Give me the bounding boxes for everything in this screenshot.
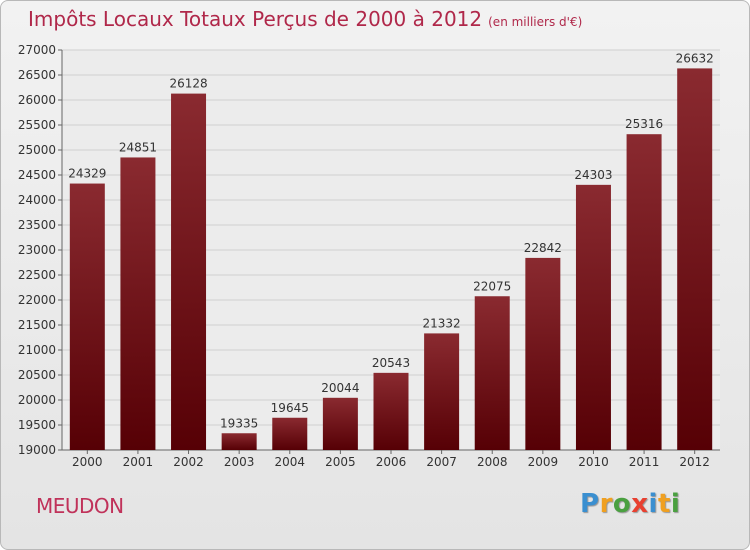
logo-letter: t bbox=[657, 489, 671, 519]
chart-title-text: Impôts Locaux Totaux Perçus de 2000 à 20… bbox=[28, 7, 483, 31]
city-name: MEUDON bbox=[36, 494, 124, 518]
y-tick-label: 26500 bbox=[18, 68, 56, 82]
bar-value-label: 26632 bbox=[676, 51, 714, 65]
bar bbox=[677, 68, 713, 451]
logo-letter: P bbox=[580, 489, 600, 519]
y-tick-label: 19000 bbox=[18, 443, 56, 457]
bar-value-label: 20044 bbox=[321, 381, 359, 395]
y-tick-label: 25500 bbox=[18, 118, 56, 132]
y-tick-label: 27000 bbox=[18, 43, 56, 57]
bar bbox=[525, 257, 561, 450]
bar-value-label: 21332 bbox=[423, 316, 461, 330]
y-tick-label: 23500 bbox=[18, 218, 56, 232]
y-tick-label: 24000 bbox=[18, 193, 56, 207]
y-tick-label: 19500 bbox=[18, 418, 56, 432]
y-tick-label: 22500 bbox=[18, 268, 56, 282]
chart-title: Impôts Locaux Totaux Perçus de 2000 à 20… bbox=[28, 7, 582, 31]
y-tick-label: 20000 bbox=[18, 393, 56, 407]
bar bbox=[575, 184, 611, 450]
x-tick-label: 2000 bbox=[72, 455, 103, 469]
bar bbox=[221, 433, 257, 450]
bar bbox=[171, 93, 207, 450]
y-tick-label: 23000 bbox=[18, 243, 56, 257]
x-tick-label: 2005 bbox=[325, 455, 356, 469]
x-tick-label: 2008 bbox=[477, 455, 508, 469]
unit-note: (en milliers d'€) bbox=[488, 15, 583, 29]
x-tick-label: 2009 bbox=[528, 455, 559, 469]
x-tick-label: 2001 bbox=[123, 455, 154, 469]
proxiti-logo[interactable]: Proxiti bbox=[580, 489, 680, 519]
bar-value-label: 24329 bbox=[68, 167, 106, 181]
bar-value-label: 24851 bbox=[119, 140, 157, 154]
x-tick-label: 2006 bbox=[376, 455, 407, 469]
logo-letter: x bbox=[631, 489, 649, 519]
logo-letter: i bbox=[670, 489, 681, 519]
x-tick-label: 2011 bbox=[629, 455, 660, 469]
bar bbox=[272, 417, 308, 450]
bar-value-label: 20543 bbox=[372, 356, 410, 370]
y-tick-label: 22000 bbox=[18, 293, 56, 307]
bar-value-label: 22075 bbox=[473, 279, 511, 293]
bar bbox=[424, 333, 460, 450]
bar-value-label: 19335 bbox=[220, 416, 258, 430]
x-tick-label: 2002 bbox=[173, 455, 204, 469]
x-tick-label: 2010 bbox=[578, 455, 609, 469]
bar bbox=[626, 134, 662, 450]
x-tick-label: 2004 bbox=[274, 455, 305, 469]
bar-value-label: 19645 bbox=[271, 401, 309, 415]
y-tick-label: 21000 bbox=[18, 343, 56, 357]
bar-value-label: 24303 bbox=[574, 168, 612, 182]
bar bbox=[322, 397, 358, 450]
y-tick-label: 24500 bbox=[18, 168, 56, 182]
bar bbox=[474, 296, 510, 450]
bar bbox=[373, 372, 409, 450]
y-tick-label: 26000 bbox=[18, 93, 56, 107]
bar-value-label: 25316 bbox=[625, 117, 663, 131]
logo-letter: i bbox=[648, 489, 658, 519]
x-tick-label: 2003 bbox=[224, 455, 255, 469]
bar-value-label: 22842 bbox=[524, 241, 562, 255]
y-tick-label: 21500 bbox=[18, 318, 56, 332]
x-tick-label: 2007 bbox=[426, 455, 457, 469]
x-tick-label: 2012 bbox=[679, 455, 710, 469]
bar bbox=[69, 183, 105, 451]
bar bbox=[120, 157, 156, 450]
logo-letter: o bbox=[612, 489, 632, 519]
bar-value-label: 26128 bbox=[169, 77, 207, 91]
y-tick-label: 20500 bbox=[18, 368, 56, 382]
logo-letter: r bbox=[599, 489, 613, 519]
y-tick-label: 25000 bbox=[18, 143, 56, 157]
